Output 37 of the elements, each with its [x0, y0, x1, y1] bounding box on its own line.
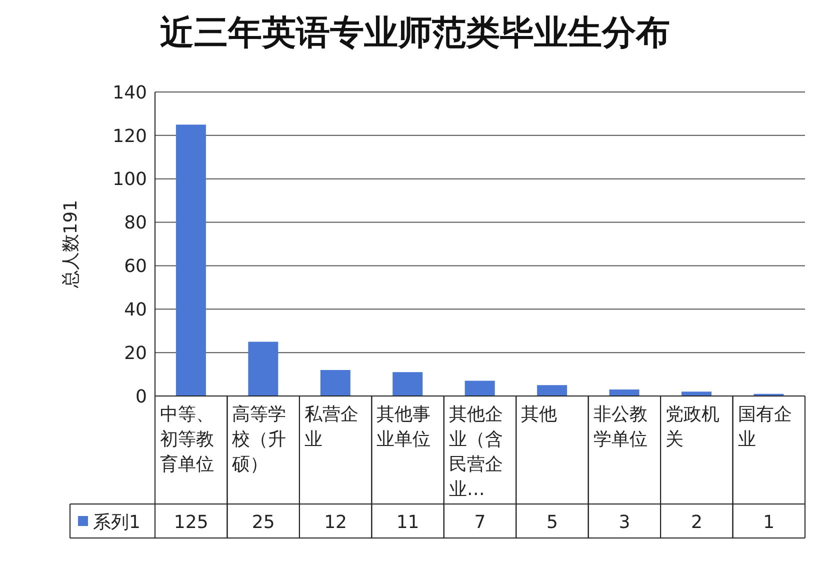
y-tick-label: 60 — [124, 256, 147, 278]
y-axis-title: 总人数191 — [60, 200, 82, 290]
x-tick-label: 其他 — [521, 404, 558, 425]
x-tick-label: 非公教学单位 — [593, 404, 648, 450]
x-tick-label: 国有企业 — [738, 404, 792, 450]
data-label: 5 — [546, 512, 558, 533]
data-label: 11 — [396, 512, 420, 533]
legend-label: 系列1 — [93, 512, 140, 533]
data-label: 7 — [474, 512, 486, 533]
bar — [248, 342, 278, 396]
data-label: 2 — [690, 512, 702, 533]
bar — [392, 372, 423, 396]
data-label: 12 — [324, 512, 348, 533]
bar — [537, 385, 568, 396]
y-tick-label: 100 — [112, 169, 147, 190]
x-tick-label: 其他事业单位 — [376, 404, 431, 450]
x-tick-label: 私营企业 — [304, 404, 358, 450]
data-label: 25 — [252, 512, 275, 533]
bar — [176, 124, 206, 396]
bar — [464, 380, 495, 396]
data-label: 125 — [174, 512, 208, 533]
x-tick-label: 高等学校（升硕） — [231, 404, 286, 475]
x-tick-label: 其他企业（含民营企业… — [448, 404, 503, 500]
y-tick-label: 40 — [124, 300, 147, 321]
chart-title: 近三年英语专业师范类毕业生分布 — [159, 12, 671, 55]
y-tick-label: 120 — [112, 126, 147, 147]
x-tick-label: 中等、初等教育单位 — [160, 404, 214, 475]
bar — [609, 389, 640, 396]
y-tick-label: 20 — [124, 342, 147, 364]
y-tick-label: 0 — [136, 386, 147, 408]
data-label: 3 — [618, 512, 630, 533]
bar — [682, 392, 712, 396]
data-label: 1 — [763, 512, 775, 533]
y-tick-label: 140 — [112, 82, 147, 104]
x-tick-label: 党政机关 — [666, 404, 720, 450]
y-tick-label: 80 — [124, 212, 147, 234]
bar — [320, 370, 350, 396]
